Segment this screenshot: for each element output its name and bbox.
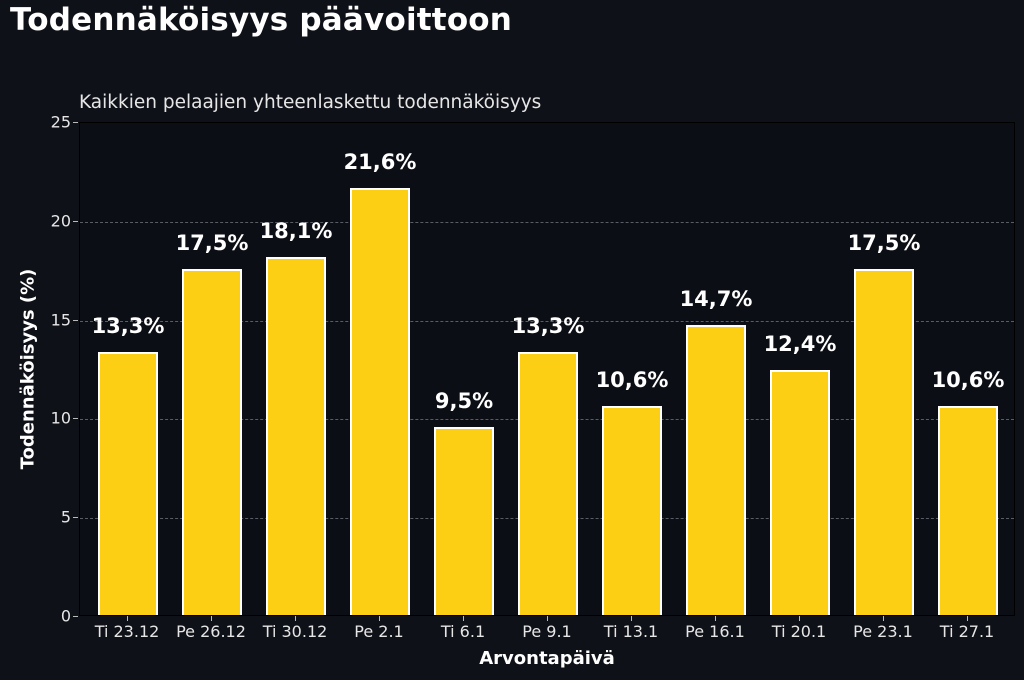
bar-value-label: 18,1% — [259, 219, 333, 244]
bar — [518, 352, 578, 615]
x-tick-mark — [967, 616, 968, 621]
bar — [770, 369, 830, 615]
x-tick-label: Ti 30.12 — [262, 622, 328, 641]
y-tick-mark — [73, 122, 78, 123]
y-tick-mark — [73, 220, 78, 222]
y-tick-mark — [73, 319, 78, 321]
x-tick-mark — [211, 616, 212, 621]
x-tick-label: Ti 23.12 — [94, 622, 160, 641]
y-tick-mark — [73, 517, 78, 519]
y-tick-label: 25 — [50, 112, 71, 132]
chart-subtitle: Kaikkien pelaajien yhteenlaskettu todenn… — [79, 92, 542, 113]
x-tick-mark — [379, 616, 380, 621]
bar — [602, 405, 662, 615]
bar-value-label: 21,6% — [343, 150, 417, 175]
x-tick-label: Ti 20.1 — [771, 622, 827, 641]
chart-title: Todennäköisyys päävoittoon — [10, 2, 513, 38]
x-tick-mark — [463, 616, 464, 621]
bar-value-label: 13,3% — [511, 314, 585, 339]
x-tick-label: Pe 16.1 — [685, 622, 745, 641]
bar-value-label: 10,6% — [595, 367, 669, 392]
bar — [98, 352, 158, 615]
bar-value-label: 12,4% — [763, 331, 837, 356]
bar-value-label: 13,3% — [91, 314, 165, 339]
x-tick-label: Pe 2.1 — [354, 622, 404, 641]
gridline — [80, 320, 1014, 322]
y-tick-label: 10 — [50, 408, 71, 428]
y-tick-mark — [73, 616, 78, 617]
y-tick-label: 5 — [60, 507, 71, 527]
bar — [182, 269, 242, 615]
x-tick-label: Ti 13.1 — [603, 622, 659, 641]
y-axis-label: Todennäköisyys (%) — [17, 268, 39, 470]
bar-value-label: 14,7% — [679, 286, 753, 311]
y-tick-label: 15 — [50, 310, 71, 330]
x-tick-mark — [631, 616, 632, 621]
y-tick-label: 0 — [60, 606, 71, 626]
bar-value-label: 17,5% — [175, 231, 249, 256]
y-tick-label: 20 — [50, 211, 71, 231]
x-tick-mark — [799, 616, 800, 621]
bar — [434, 427, 494, 615]
x-tick-label: Pe 9.1 — [522, 622, 572, 641]
x-tick-label: Ti 27.1 — [939, 622, 995, 641]
bar-value-label: 17,5% — [847, 231, 921, 256]
bar — [350, 188, 410, 615]
bar — [266, 257, 326, 615]
x-tick-label: Ti 6.1 — [440, 622, 486, 641]
bar — [686, 324, 746, 615]
x-tick-mark — [883, 616, 884, 621]
x-tick-label: Pe 23.1 — [853, 622, 913, 641]
x-tick-label: Pe 26.12 — [176, 622, 246, 641]
x-tick-mark — [127, 616, 128, 621]
plot-area: 13,3% 17,5% 18,1% 21,6% 9,5% 13,3% 10,6% 14,7% 1… — [79, 122, 1015, 616]
x-tick-mark — [715, 616, 716, 621]
bar-value-label: 10,6% — [931, 367, 1005, 392]
x-tick-mark — [295, 616, 296, 621]
bar-value-label: 9,5% — [434, 389, 494, 414]
x-tick-mark — [547, 616, 548, 621]
gridline — [80, 221, 1014, 223]
y-tick-mark — [73, 418, 78, 420]
bar — [938, 405, 998, 615]
bar — [854, 269, 914, 615]
x-axis-label: Arvontapäivä — [479, 648, 615, 669]
